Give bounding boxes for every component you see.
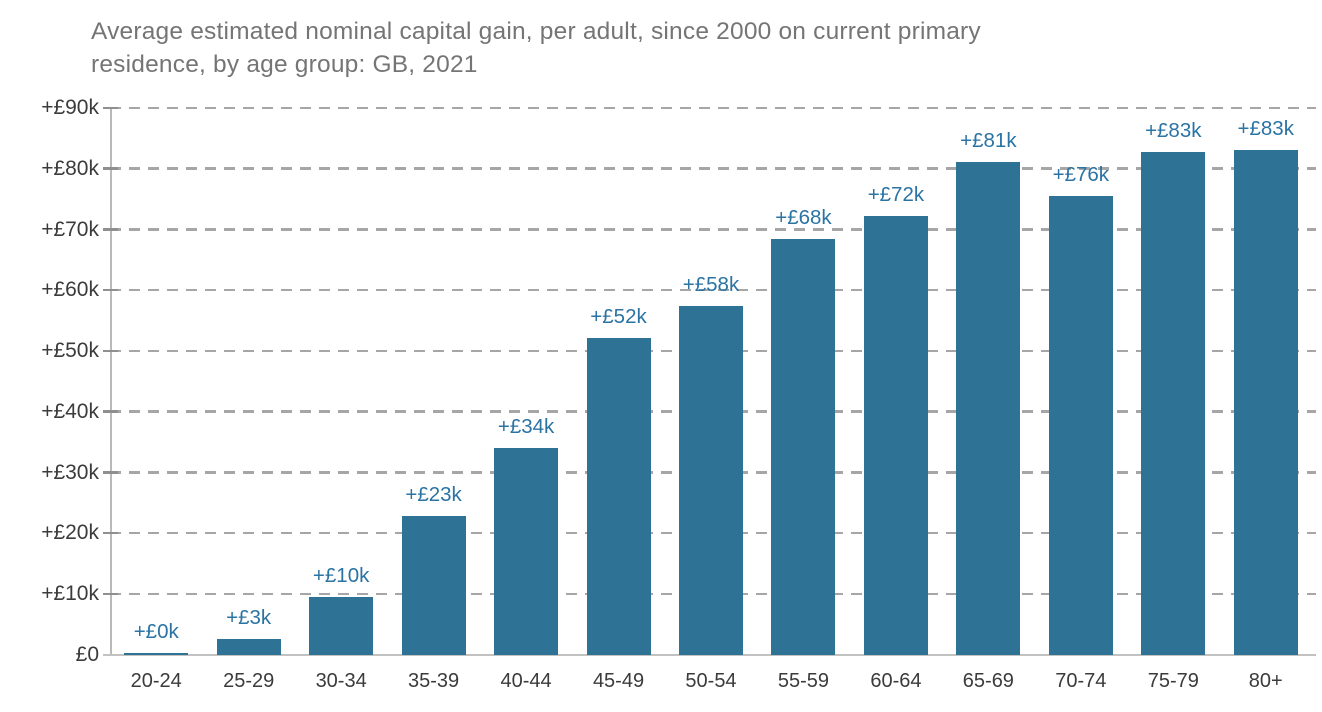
bar-45-49 [586, 337, 651, 655]
bar-55-59 [771, 239, 836, 655]
bar-value-label: +£81k [960, 128, 1017, 152]
y-axis-tick [103, 410, 118, 413]
bar-40-44 [494, 448, 559, 655]
bar-column-60-64: +£72k 60-64 [850, 108, 942, 692]
bar-80+ [1233, 149, 1298, 655]
bar-75-79 [1141, 151, 1206, 655]
x-axis-label: 25-29 [223, 670, 275, 692]
gridline-60k [110, 288, 1316, 292]
x-axis-label: 75-79 [1147, 670, 1199, 692]
bar-column-40-44: +£34k 40-44 [480, 108, 572, 692]
x-axis-label: 40-44 [500, 670, 552, 692]
bar-column-70-74: +£76k 70-74 [1035, 108, 1127, 692]
bar-column-75-79: +£83k 75-79 [1127, 108, 1219, 692]
y-axis-label: +£80k [41, 156, 99, 180]
y-axis-tick [103, 228, 118, 231]
y-axis-tick [103, 288, 118, 292]
y-axis-tick [103, 349, 118, 353]
chart-title: Average estimated nominal capital gain, … [91, 15, 981, 81]
y-axis-label: +£20k [41, 521, 99, 545]
y-axis-label: +£50k [41, 339, 99, 363]
bar-column-30-34: +£10k 30-34 [295, 108, 387, 692]
x-axis-label: 20-24 [130, 670, 182, 692]
x-axis-line [103, 654, 1316, 656]
y-axis-tick [103, 531, 118, 535]
bar-30-34 [309, 596, 374, 655]
chart-title-line-1: Average estimated nominal capital gain, … [91, 18, 981, 45]
bar-20-24 [124, 652, 189, 655]
bar-value-label: +£68k [775, 206, 832, 230]
gridline-70k [110, 228, 1316, 231]
bar-value-label: +£58k [682, 273, 740, 297]
plot-area: £0 +£10k +£20k +£30k +£40k +£50k +£60k +£70k +£8… [41, 96, 1316, 692]
bar-column-20-24: +£0k 20-24 [110, 108, 202, 692]
y-axis-line [110, 107, 112, 655]
bar-50-54 [678, 306, 743, 655]
bar-column-35-39: +£23k 35-39 [387, 108, 479, 692]
x-axis-label: 45-49 [592, 670, 645, 692]
y-axis-label: £0 [75, 643, 99, 666]
bar-value-label: +£3k [226, 606, 272, 630]
x-axis-label: 65-69 [962, 670, 1014, 692]
y-axis-label: +£40k [41, 399, 99, 423]
bar-value-label: +£76k [1052, 162, 1110, 186]
bar-60-64 [863, 216, 928, 655]
bar-column-45-49: +£52k 45-49 [572, 108, 664, 692]
bar-35-39 [401, 516, 466, 655]
bar-value-label: +£34k [497, 415, 555, 439]
bar-value-label: +£23k [405, 483, 462, 507]
bar-value-label: +£72k [867, 183, 925, 207]
x-axis-label: 30-34 [315, 670, 367, 692]
bar-70-74 [1048, 195, 1113, 655]
y-axis-tick [103, 167, 118, 170]
x-axis-label: 35-39 [408, 670, 460, 692]
y-axis-label: +£60k [41, 278, 99, 302]
y-axis-label: +£90k [41, 96, 99, 119]
bar-value-label: +£52k [590, 304, 647, 328]
y-axis-label: +£10k [41, 582, 99, 606]
x-axis-label: 70-74 [1055, 670, 1107, 692]
bar-value-label: +£83k [1237, 116, 1294, 140]
y-axis-label: +£30k [41, 460, 99, 484]
x-axis-label: 55-59 [777, 670, 830, 692]
bar-column-55-59: +£68k 55-59 [757, 108, 849, 692]
gridline-80k [110, 167, 1316, 170]
bar-value-label: +£0k [133, 619, 179, 643]
bar-value-label: +£83k [1145, 118, 1202, 142]
y-axis-tick [103, 592, 118, 596]
y-axis-tick [103, 106, 118, 109]
bar-65-69 [956, 161, 1021, 655]
bar-column-65-69: +£81k 65-69 [942, 108, 1034, 692]
x-axis-label: 50-54 [685, 670, 737, 692]
y-axis-label: +£70k [41, 217, 99, 241]
x-axis-label: 60-64 [870, 670, 922, 692]
y-axis-tick [103, 471, 118, 474]
chart-title-line-2: residence, by age group: GB, 2021 [91, 51, 478, 78]
x-axis-label: 80+ [1248, 670, 1283, 692]
bar-column-80+: +£83k 80+ [1220, 108, 1312, 692]
bar-value-label: +£10k [312, 563, 370, 587]
bar-column-50-54: +£58k 50-54 [665, 108, 757, 692]
gridline-90k [110, 106, 1316, 109]
bar-column-25-29: +£3k 25-29 [202, 108, 294, 692]
bar-25-29 [216, 639, 281, 655]
